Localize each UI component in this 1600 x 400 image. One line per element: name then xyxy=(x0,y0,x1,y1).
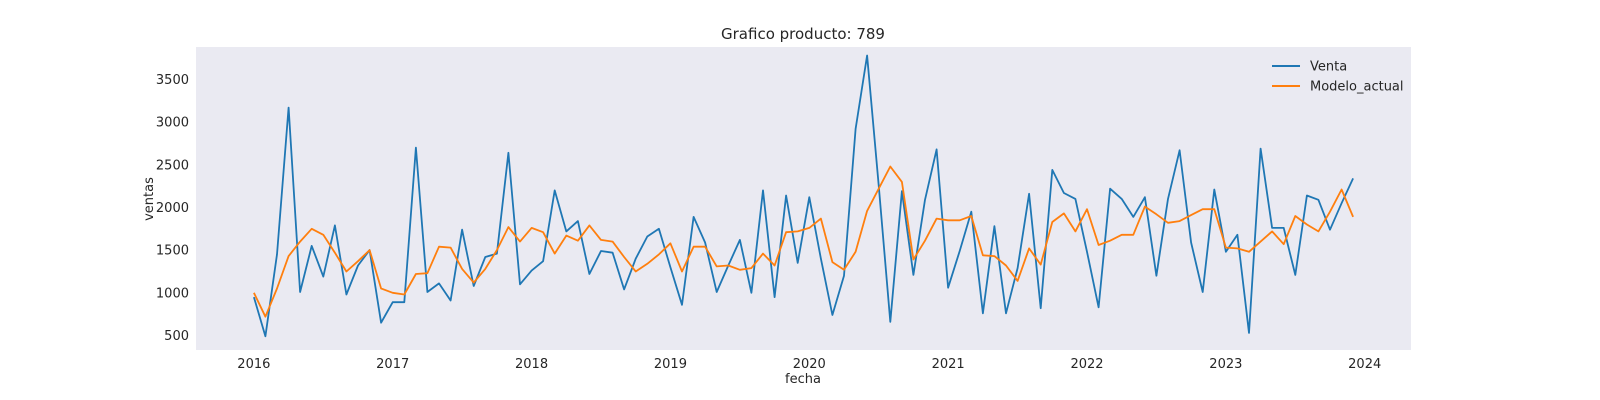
x-axis: 2016 2017 2018 2019 2020 2021 2022 2023 2024 xyxy=(237,357,1381,372)
series-lines xyxy=(253,54,1354,338)
x-tick-label: 2023 xyxy=(1209,357,1242,372)
legend-label-modelo-actual: Modelo_actual xyxy=(1310,80,1404,95)
x-tick-label: 2017 xyxy=(376,357,409,372)
series-line-modelo-actual xyxy=(253,165,1354,318)
x-tick-label: 2021 xyxy=(932,357,965,372)
y-tick-label: 1000 xyxy=(156,286,189,301)
chart-title: Grafico producto: 789 xyxy=(721,25,885,43)
legend: Venta Modelo_actual xyxy=(1272,60,1404,95)
plot-area xyxy=(196,47,1411,350)
x-tick-label: 2018 xyxy=(515,357,548,372)
y-axis-label: ventas xyxy=(142,177,157,221)
y-tick-label: 2500 xyxy=(156,158,189,173)
y-tick-label: 1500 xyxy=(156,244,189,259)
y-tick-label: 2000 xyxy=(156,201,189,216)
y-axis: 500 1000 1500 2000 2500 3000 3500 xyxy=(156,73,189,344)
y-tick-label: 500 xyxy=(164,329,189,344)
x-tick-label: 2019 xyxy=(654,357,687,372)
x-axis-label: fecha xyxy=(785,372,821,387)
x-tick-label: 2024 xyxy=(1348,357,1381,372)
legend-label-venta: Venta xyxy=(1310,60,1347,75)
y-tick-label: 3500 xyxy=(156,73,189,88)
x-tick-label: 2022 xyxy=(1070,357,1103,372)
x-tick-label: 2016 xyxy=(237,357,270,372)
y-tick-label: 3000 xyxy=(156,116,189,131)
x-tick-label: 2020 xyxy=(793,357,826,372)
